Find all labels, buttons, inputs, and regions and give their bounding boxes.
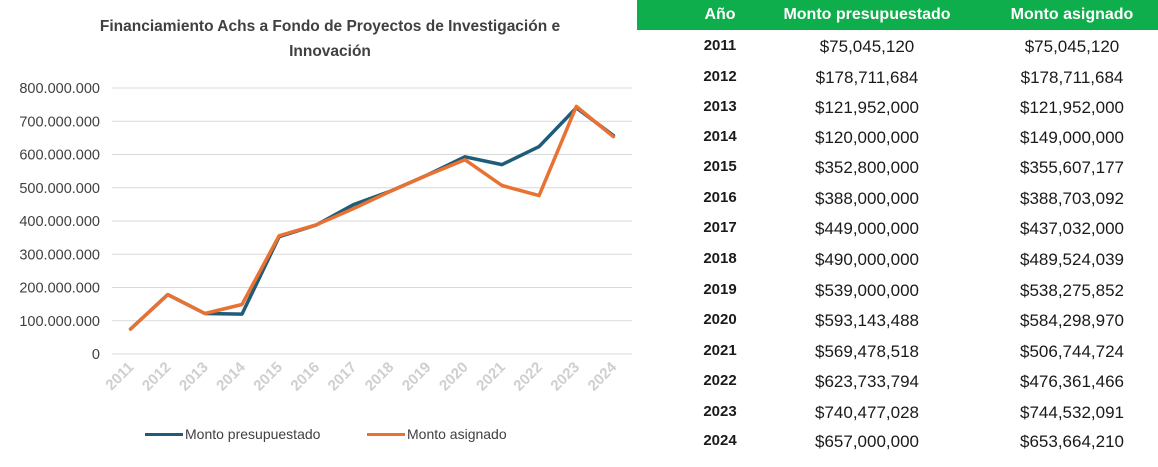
table-row: 2017 $449,000,000 $437,032,000 (637, 213, 1158, 243)
legend-swatch-presupuestado (145, 432, 183, 436)
header-asignado: Monto asignado (1010, 6, 1134, 23)
y-tick-label: 300.000.000 (19, 247, 100, 263)
cell-year: 2018 (703, 250, 737, 267)
cell-asignado: $584,298,970 (1020, 311, 1124, 330)
cell-asignado: $437,032,000 (1020, 219, 1124, 238)
cell-presupuestado: $75,045,120 (819, 37, 915, 56)
x-tick-label: 2020 (436, 359, 472, 395)
header-year: Año (704, 6, 736, 23)
y-tick-label: 800.000.000 (19, 81, 100, 97)
x-tick-label: 2023 (547, 359, 583, 395)
table-row: 2015 $352,800,000 $355,607,177 (637, 152, 1158, 182)
table-row: 2022 $623,733,794 $476,361,466 (637, 366, 1158, 396)
cell-asignado: $506,744,724 (1020, 342, 1124, 361)
chart-title-line-1: Financiamiento Achs a Fondo de Proyectos… (99, 18, 561, 35)
cell-year: 2020 (703, 311, 737, 328)
table-row: 2012 $178,711,684 $178,711,684 (637, 62, 1158, 92)
legend-swatch-asignado (367, 432, 405, 436)
cell-year: 2017 (703, 219, 737, 236)
table-row: 2023 $740,477,028 $744,532,091 (637, 397, 1158, 427)
header-presupuestado: Monto presupuestado (783, 6, 951, 23)
table-row: 2014 $120,000,000 $149,000,000 (637, 122, 1158, 152)
cell-asignado: $75,045,120 (1024, 37, 1120, 56)
chart-title-line-2: Innovación (289, 43, 371, 60)
table-row: 2013 $121,952,000 $121,952,000 (637, 92, 1158, 122)
table-row: 2021 $569,478,518 $506,744,724 (637, 336, 1158, 366)
cell-presupuestado: $539,000,000 (815, 281, 919, 300)
y-tick-label: 500.000.000 (19, 181, 100, 197)
chart-title: Financiamiento Achs a Fondo de Proyectos… (60, 14, 600, 64)
cell-year: 2012 (703, 68, 737, 85)
cell-presupuestado: $569,478,518 (815, 342, 919, 361)
y-tick-label: 600.000.000 (19, 148, 100, 164)
cell-presupuestado: $490,000,000 (815, 250, 919, 269)
cell-asignado: $388,703,092 (1020, 189, 1124, 208)
x-tick-label: 2019 (399, 359, 435, 395)
cell-year: 2014 (703, 128, 737, 145)
data-table: Año Monto presupuestado Monto asignado 2… (637, 0, 1158, 467)
y-tick-label: 700.000.000 (19, 114, 100, 130)
cell-year: 2022 (703, 372, 737, 389)
cell-asignado: $653,664,210 (1020, 432, 1124, 451)
line-chart: 0 100.000.000 200.000.000 300.000.000 400.00… (19, 81, 632, 395)
cell-presupuestado: $352,800,000 (815, 158, 919, 177)
cell-presupuestado: $657,000,000 (815, 432, 919, 451)
cell-year: 2024 (703, 432, 737, 449)
cell-year: 2015 (703, 158, 737, 175)
cell-asignado: $149,000,000 (1020, 128, 1124, 147)
y-tick-label: 400.000.000 (19, 214, 100, 230)
cell-asignado: $489,524,039 (1020, 250, 1124, 269)
table-header: Año Monto presupuestado Monto asignado (637, 0, 1158, 30)
y-tick-label: 100.000.000 (19, 314, 100, 330)
cell-presupuestado: $388,000,000 (815, 189, 919, 208)
series-line-presupuestado (128, 106, 616, 331)
legend-label-asignado: Monto asignado (407, 426, 507, 442)
cell-presupuestado: $178,711,684 (815, 68, 919, 87)
y-tick-label: 200.000.000 (19, 281, 100, 297)
x-tick-label: 2021 (473, 359, 509, 395)
cell-presupuestado: $740,477,028 (815, 403, 919, 422)
series-line-asignado (128, 104, 616, 331)
chart-panel: Financiamiento Achs a Fondo de Proyectos… (19, 14, 632, 442)
cell-presupuestado: $449,000,000 (815, 219, 919, 238)
legend-label-presupuestado: Monto presupuestado (185, 426, 321, 442)
x-tick-label: 2024 (585, 358, 621, 394)
cell-asignado: $476,361,466 (1020, 372, 1124, 391)
cell-year: 2011 (703, 37, 737, 54)
cell-asignado: $355,607,177 (1020, 158, 1124, 177)
cell-year: 2016 (703, 189, 737, 206)
cell-year: 2013 (703, 98, 737, 115)
x-tick-label: 2015 (250, 359, 286, 395)
cell-asignado: $178,711,684 (1020, 68, 1124, 87)
x-tick-label: 2016 (287, 359, 323, 395)
table-row: 2016 $388,000,000 $388,703,092 (637, 183, 1158, 213)
x-tick-label: 2018 (362, 359, 398, 395)
legend-item-asignado: Monto asignado (367, 426, 507, 442)
cell-presupuestado: $120,000,000 (815, 128, 919, 147)
x-tick-label: 2022 (510, 359, 546, 395)
x-tick-label: 2011 (102, 359, 137, 394)
y-tick-label: 0 (92, 347, 100, 363)
x-tick-label: 2012 (139, 359, 175, 395)
cell-presupuestado: $623,733,794 (815, 372, 919, 391)
legend-item-presupuestado: Monto presupuestado (145, 426, 320, 442)
cell-presupuestado: $121,952,000 (815, 98, 919, 117)
cell-asignado: $121,952,000 (1020, 98, 1124, 117)
table-row: 2018 $490,000,000 $489,524,039 (637, 244, 1158, 274)
cell-asignado: $538,275,852 (1020, 281, 1124, 300)
cell-asignado: $744,532,091 (1020, 403, 1124, 422)
cell-year: 2021 (703, 342, 737, 359)
table-row: 2024 $657,000,000 $653,664,210 (637, 426, 1158, 456)
cell-year: 2019 (703, 281, 737, 298)
table-row: 2020 $593,143,488 $584,298,970 (637, 305, 1158, 335)
cell-presupuestado: $593,143,488 (815, 311, 919, 330)
x-tick-label: 2013 (176, 359, 212, 395)
table-row: 2019 $539,000,000 $538,275,852 (637, 275, 1158, 305)
x-tick-label: 2017 (325, 359, 361, 395)
table-row: 2011 $75,045,120 $75,045,120 (637, 31, 1158, 61)
x-tick-label: 2014 (213, 358, 249, 394)
cell-year: 2023 (703, 403, 737, 420)
